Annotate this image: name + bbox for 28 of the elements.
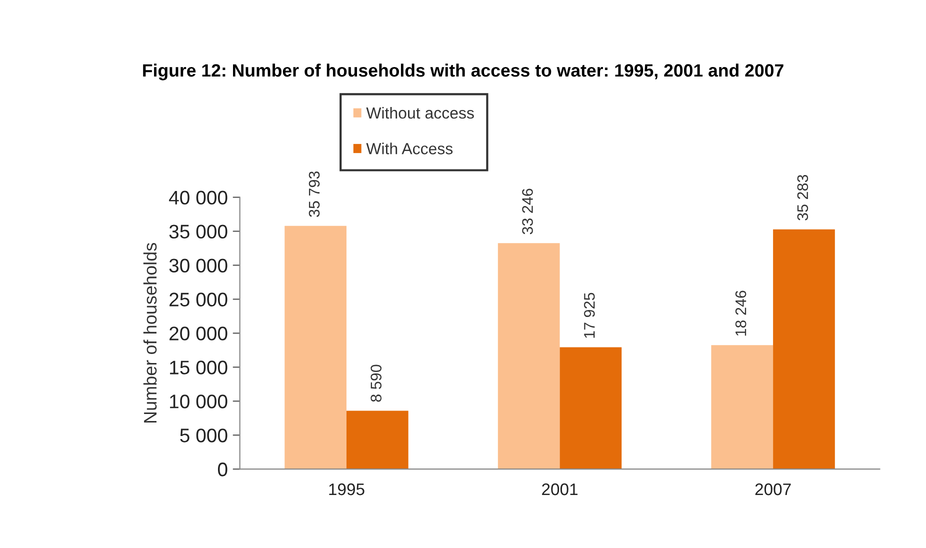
y-tick-label: 15 000 (170, 360, 228, 374)
y-tick-label: 10 000 (170, 394, 228, 408)
bar (773, 229, 835, 470)
x-tick-label: 1995 (329, 483, 364, 496)
y-tick-label: 20 000 (170, 326, 228, 340)
y-tick-label: 25 000 (170, 292, 228, 306)
data-label: 35 283 (797, 174, 808, 220)
bar (346, 410, 408, 470)
legend-label: With Access (366, 142, 453, 154)
bar (284, 226, 346, 470)
data-label: 17 925 (584, 292, 595, 338)
y-tick-label: 5 000 (180, 428, 228, 442)
bar (711, 345, 774, 470)
y-tick-label: 30 000 (169, 258, 228, 272)
y-tick-label: 40 000 (169, 190, 228, 205)
y-tick-label: 0 (218, 462, 228, 476)
data-label: 18 246 (735, 290, 746, 336)
data-label: 33 246 (522, 188, 533, 234)
legend-label: Without access (366, 106, 474, 119)
bar (560, 347, 622, 470)
y-axis-title: Number of households (143, 242, 157, 423)
y-tick-label: 35 000 (169, 224, 228, 238)
chart-title: Figure 12: Number of households with access to water: 1995, 2001 and 2007 (143, 64, 784, 80)
data-label: 8 590 (370, 364, 382, 402)
bar (498, 243, 560, 470)
data-label: 35 793 (308, 171, 320, 217)
x-tick-label: 2007 (755, 483, 791, 496)
x-tick-label: 2001 (542, 483, 578, 496)
